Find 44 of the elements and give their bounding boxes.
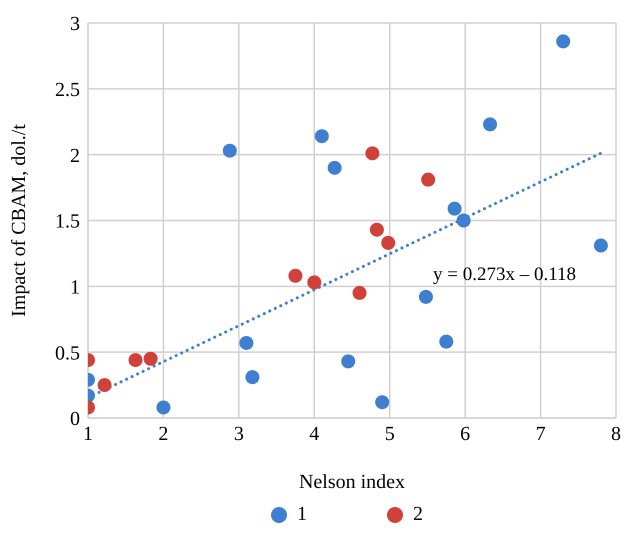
point	[98, 378, 112, 392]
point	[288, 268, 302, 283]
x-tick-label: 7	[536, 423, 546, 446]
y-axis-title: Impact of CBAM, dol./t	[8, 124, 30, 317]
point	[418, 290, 433, 304]
point	[375, 395, 390, 410]
x-tick-label: 6	[460, 423, 470, 446]
y-tick-label: 1	[70, 276, 80, 298]
y-tick-label: 1.5	[55, 210, 80, 233]
x-axis-title: Nelson index	[298, 471, 406, 493]
point	[328, 160, 342, 175]
point	[222, 144, 237, 158]
x-tick-label: 2	[158, 423, 168, 446]
y-tick-label: 0	[70, 408, 80, 430]
point	[156, 400, 170, 414]
point	[341, 354, 356, 368]
legend-label: 2	[412, 503, 423, 526]
point	[448, 202, 462, 216]
y-tick-label: 3	[70, 13, 80, 36]
legend-label: 1	[296, 503, 307, 526]
point	[594, 238, 608, 253]
point	[483, 117, 498, 132]
point	[239, 336, 254, 350]
annotation: y = 0.273x – 0.118	[433, 264, 576, 285]
point	[421, 172, 436, 187]
point	[352, 286, 367, 300]
point	[307, 275, 322, 290]
point	[128, 353, 143, 368]
point	[370, 222, 384, 237]
point	[456, 214, 471, 228]
x-tick-label: 8	[611, 423, 621, 446]
x-tick-label: 3	[234, 423, 244, 446]
point	[245, 370, 260, 384]
point	[314, 129, 329, 144]
point	[144, 352, 158, 366]
y-tick-label: 2.5	[55, 78, 80, 101]
point	[365, 146, 380, 160]
point	[439, 334, 454, 349]
y-tick-label: 0.5	[55, 342, 80, 364]
x-tick-label: 4	[309, 423, 320, 446]
x-tick-label: 5	[384, 423, 395, 446]
point	[556, 34, 570, 48]
y-tick-label: 2	[70, 144, 80, 167]
point	[381, 236, 396, 250]
